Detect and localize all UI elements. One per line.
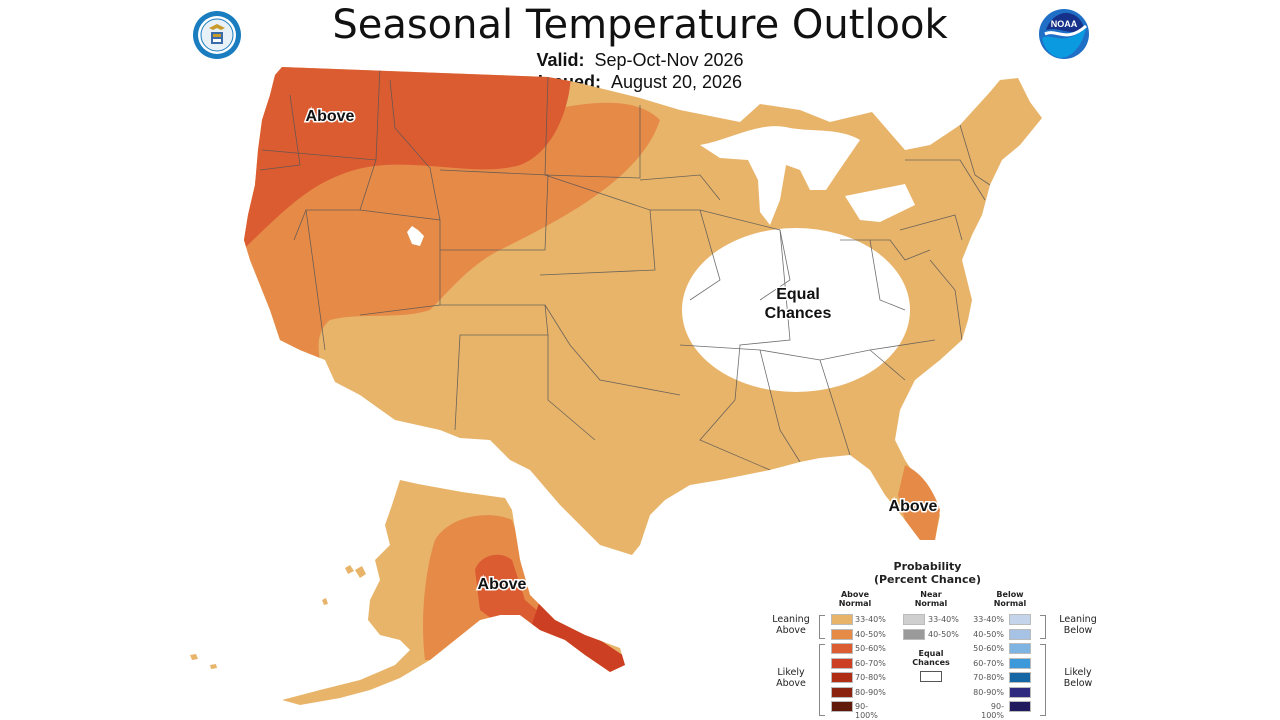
legend-below-label: 70-80% bbox=[973, 673, 1004, 682]
legend-above-swatch bbox=[831, 672, 853, 683]
legend-subtitle: (Percent Chance) bbox=[873, 573, 982, 586]
legend-below-label: 50-60% bbox=[973, 644, 1004, 653]
legend-below-swatch bbox=[1009, 686, 1031, 698]
legend-below-swatch bbox=[1009, 628, 1031, 640]
equal-chances-region bbox=[682, 228, 910, 392]
legend-leaning-above-brace bbox=[819, 615, 825, 639]
legend-below-swatch bbox=[1009, 672, 1031, 683]
legend-below-swatch bbox=[1009, 614, 1031, 625]
legend-below-label: 60-70% bbox=[973, 658, 1004, 668]
legend-below-label: 33-40% bbox=[973, 615, 1004, 624]
label-above-florida: Above bbox=[889, 498, 938, 515]
legend-likely-above: Likely Above bbox=[776, 667, 806, 689]
legend-above-swatch bbox=[831, 614, 853, 625]
legend-equal-chances-label: Equal Chances bbox=[912, 649, 950, 667]
issued-value: August 20, 2026 bbox=[610, 72, 743, 92]
legend-below-swatch bbox=[1009, 701, 1031, 712]
valid-label: Valid: bbox=[536, 50, 585, 70]
label-above-alaska: Above bbox=[478, 576, 527, 593]
legend-below-label: 40-50% bbox=[973, 629, 1004, 639]
legend-above-header: Above Normal bbox=[838, 590, 872, 608]
conus-above-40-50-region bbox=[244, 102, 660, 400]
legend: Probability (Percent Chance) Above Norma… bbox=[765, 560, 1105, 720]
legend-below-label: 80-90% bbox=[973, 687, 1004, 697]
legend-above-swatch bbox=[831, 657, 853, 669]
valid-line: Valid: Sep-Oct-Nov 2026 bbox=[0, 50, 1280, 71]
legend-below-header: Below Normal bbox=[993, 590, 1027, 608]
legend-near-label: 40-50% bbox=[928, 629, 959, 639]
legend-below-swatch bbox=[1009, 643, 1031, 654]
legend-above-swatch bbox=[831, 686, 853, 698]
map-title: Seasonal Temperature Outlook bbox=[332, 2, 948, 48]
commerce-seal-icon bbox=[193, 11, 241, 59]
legend-below-swatch bbox=[1009, 657, 1031, 669]
label-equal-chances-line2: Chances bbox=[765, 305, 832, 322]
legend-above-label: 60-70% bbox=[855, 658, 886, 668]
conus-above-50-60-region bbox=[244, 67, 571, 260]
legend-likely-above-brace bbox=[819, 644, 825, 716]
legend-above-label: 33-40% bbox=[855, 615, 886, 624]
legend-likely-below-brace bbox=[1040, 644, 1046, 716]
legend-above-swatch bbox=[831, 628, 853, 640]
legend-near-label: 33-40% bbox=[928, 615, 959, 624]
legend-above-label: 50-60% bbox=[855, 644, 886, 653]
legend-near-swatch bbox=[903, 614, 925, 625]
legend-equal-chances-swatch bbox=[920, 671, 942, 682]
valid-value: Sep-Oct-Nov 2026 bbox=[594, 50, 744, 70]
florida-above-region bbox=[898, 465, 940, 540]
legend-above-label: 90-100% bbox=[855, 702, 878, 720]
legend-above-label: 40-50% bbox=[855, 629, 886, 639]
label-equal-chances-line1: Equal bbox=[776, 286, 820, 303]
alaska-map bbox=[190, 480, 625, 705]
legend-above-swatch bbox=[831, 643, 853, 654]
legend-near-swatch bbox=[903, 628, 925, 640]
legend-above-label: 70-80% bbox=[855, 673, 886, 682]
legend-above-swatch bbox=[831, 701, 853, 712]
legend-leaning-below: Leaning Below bbox=[1059, 614, 1097, 636]
legend-leaning-above: Leaning Above bbox=[772, 614, 810, 636]
legend-near-header: Near Normal bbox=[914, 590, 948, 608]
noaa-logo-icon: NOAA bbox=[1039, 9, 1089, 59]
legend-leaning-below-brace bbox=[1040, 615, 1046, 639]
legend-below-label: 90-100% bbox=[981, 702, 1004, 720]
legend-title: Probability bbox=[893, 560, 962, 573]
conus-map bbox=[244, 67, 1042, 555]
alaska-panhandle-60-70-region bbox=[530, 600, 625, 680]
svg-text:NOAA: NOAA bbox=[1051, 19, 1078, 29]
legend-likely-below: Likely Below bbox=[1063, 667, 1093, 689]
great-lakes bbox=[700, 126, 860, 225]
legend-above-label: 80-90% bbox=[855, 687, 886, 697]
label-above-northwest: Above bbox=[306, 108, 355, 125]
